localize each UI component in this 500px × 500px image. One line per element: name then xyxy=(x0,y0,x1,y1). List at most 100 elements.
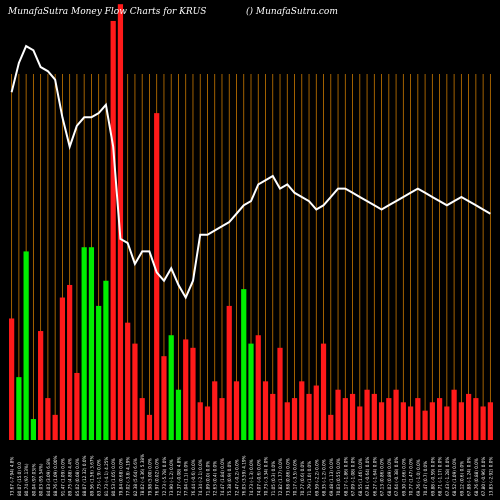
x-tick-label: 74.34 (-2.1) 0.0% xyxy=(198,459,203,496)
x-tick-label: 88.76 (1.09) 0.00% xyxy=(53,455,58,496)
x-tick-label: 67.91 (-0.64) 0.0% xyxy=(365,457,370,496)
bar xyxy=(241,289,247,440)
x-tick-label: 91.47 (1.09) 0.0% xyxy=(60,458,65,496)
x-tick-label: 68.35 (-1.2) 0.0% xyxy=(322,459,327,496)
x-tick-label: 67.13 (0.86) 0.0% xyxy=(380,458,385,496)
bar xyxy=(371,393,377,440)
x-tick-label: 72.82 (1.77) 0.0% xyxy=(278,458,283,496)
x-tick-label: 72.63 (0.4) 0.0% xyxy=(213,461,218,496)
x-tick-label: 76.03 (3.59) 4.19% xyxy=(242,455,247,496)
x-tick-label: 69.76 (-1.0) 0.0% xyxy=(416,459,421,496)
bar xyxy=(458,402,464,440)
bar xyxy=(473,398,479,440)
bar xyxy=(38,331,44,440)
bar xyxy=(407,406,414,440)
bar xyxy=(168,335,174,440)
x-tick-label: 67.09 (-1.08) 0.0% xyxy=(351,457,356,496)
x-tick-label: 69.12 (0.6) 0.0% xyxy=(459,461,464,496)
bars xyxy=(9,4,493,441)
bar xyxy=(299,381,305,440)
bar xyxy=(415,398,421,440)
x-tick-label: 70.77 (0.6) 0.0% xyxy=(300,461,305,496)
bar xyxy=(313,385,319,440)
bar xyxy=(291,398,298,440)
x-tick-label: 78.02 (-4.36) 5.38% xyxy=(140,454,145,496)
bar xyxy=(284,402,290,440)
x-tick-label: 70.47 (0.7) 0.0% xyxy=(423,461,428,496)
bar xyxy=(451,389,457,440)
x-tick-label: 80.04 (97.03)% xyxy=(31,463,36,496)
x-tick-label: 80.53 (1.05) 0.0% xyxy=(111,458,116,496)
x-tick-label: 69.48 (1.13) 0.0% xyxy=(329,458,334,496)
bar xyxy=(277,347,283,440)
bar xyxy=(335,389,341,440)
x-tick-label: 74.73 (-1.3) 0.0% xyxy=(249,459,254,496)
site-credit: () MunafaSutra.com xyxy=(246,7,338,17)
bar xyxy=(480,406,486,440)
x-tick-label: 76.44 (-0.6) 0.0% xyxy=(191,459,196,496)
bar xyxy=(125,322,131,440)
bar xyxy=(364,389,370,440)
bar xyxy=(110,20,116,440)
bar xyxy=(81,247,87,440)
bar xyxy=(23,251,29,440)
bar xyxy=(357,406,363,440)
bar xyxy=(349,393,356,440)
bar xyxy=(270,393,276,440)
bar xyxy=(386,398,392,440)
x-tick-label: 77.02 (-3.8) 4.19% xyxy=(126,457,131,496)
bar xyxy=(190,347,196,440)
x-tick-label: 89.75 (4.88) 4.4% xyxy=(68,458,73,496)
bar xyxy=(175,389,182,440)
x-tick-label: 73.68 (0.86) 0.0% xyxy=(285,458,290,496)
bar xyxy=(328,414,334,440)
x-tick-label: 74.07 (-0.6) 0.0% xyxy=(256,459,261,496)
bar xyxy=(16,377,22,440)
bar xyxy=(466,393,472,440)
x-tick-label: 70.17 (-3.5) 0.0% xyxy=(293,459,298,496)
bar xyxy=(154,113,160,441)
x-tick-label: 67.80 (-0.96) 0.0% xyxy=(481,457,486,496)
x-tick-label: 85.02 (0.08) 0.0% xyxy=(75,458,80,496)
x-tick-label: 73.90 (-1.2) 0.0% xyxy=(169,459,174,496)
x-tick-label: 73.67 (-7.94) 4.8% xyxy=(10,457,15,496)
bar xyxy=(444,406,450,440)
bar xyxy=(52,414,58,440)
x-tick-label: 68.02 (0.89) 0.0% xyxy=(387,458,392,496)
x-tick-label: 70.73 (-3.34) 0.0% xyxy=(264,457,269,496)
bar xyxy=(400,402,406,440)
x-tick-label: 79.84 (0.68) 0.0% xyxy=(118,458,123,496)
bar xyxy=(342,398,348,440)
bar xyxy=(139,398,145,440)
x-tick-label: 72.73 (-5.78) 0.0% xyxy=(162,457,167,496)
bar xyxy=(161,356,167,440)
x-tick-label: 68.76 (0.88) 0.0% xyxy=(474,458,479,496)
bar xyxy=(96,305,102,440)
bar xyxy=(422,410,428,440)
x-tick-label: 76.97 (0.02) 0.0% xyxy=(155,458,160,496)
x-tick-label: 13.83 (-2.92) 0.0% xyxy=(488,457,493,496)
x-tick-label: 84.03 (3.09) 6.8% xyxy=(46,458,51,496)
bar xyxy=(248,343,254,440)
bar xyxy=(320,343,327,440)
x-tick-label: 71.79 (1.0) 0.0% xyxy=(307,461,312,496)
bar xyxy=(146,414,153,440)
bar xyxy=(436,398,443,440)
bar xyxy=(204,406,211,440)
bar xyxy=(132,343,138,440)
x-tick-label: 68.17 (-1.86) 0.0% xyxy=(343,457,348,496)
bar xyxy=(88,247,95,440)
x-tick-label: 80.07 (15.0) 0.0 xyxy=(17,462,22,496)
bar xyxy=(255,335,261,440)
x-tick-label: 68.71 (-1.17) 0.0% xyxy=(438,457,443,496)
x-tick-label: 69.59 (-2.2) 0.0% xyxy=(314,459,319,496)
bar xyxy=(378,402,385,440)
x-tick-label: 70.03 (0.55) 0.0% xyxy=(336,458,341,496)
x-tick-label: 68.55 (1.46) 0.0% xyxy=(358,458,363,496)
bar xyxy=(429,402,435,440)
bar xyxy=(67,284,73,440)
x-tick-label: 80.03 (95.54%) xyxy=(39,463,44,496)
x-tick-label: 72.47 (-0.2) 0.0% xyxy=(234,459,239,496)
bar xyxy=(183,339,189,440)
